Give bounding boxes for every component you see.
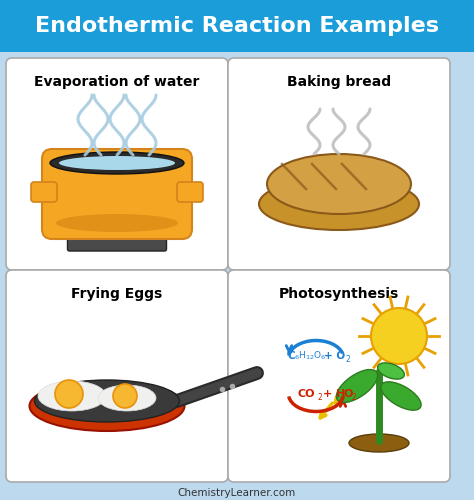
Ellipse shape	[98, 385, 156, 411]
FancyBboxPatch shape	[67, 225, 166, 251]
Ellipse shape	[29, 381, 184, 431]
Text: + H: + H	[323, 389, 346, 399]
Text: O: O	[344, 389, 354, 399]
Ellipse shape	[38, 381, 106, 411]
Text: ChemistryLearner.com: ChemistryLearner.com	[178, 488, 296, 498]
FancyBboxPatch shape	[0, 0, 474, 52]
Ellipse shape	[259, 178, 419, 230]
Ellipse shape	[50, 152, 184, 174]
FancyBboxPatch shape	[6, 270, 228, 482]
FancyBboxPatch shape	[6, 58, 228, 270]
Text: Endothermic Reaction Examples: Endothermic Reaction Examples	[35, 16, 439, 36]
Text: $_6$H$_{12}$O$_6$: $_6$H$_{12}$O$_6$	[294, 350, 327, 362]
Circle shape	[113, 384, 137, 408]
FancyBboxPatch shape	[228, 270, 450, 482]
FancyBboxPatch shape	[177, 182, 203, 202]
Text: 2: 2	[318, 392, 323, 402]
Ellipse shape	[59, 156, 175, 170]
FancyBboxPatch shape	[228, 58, 450, 270]
Text: + O: + O	[324, 351, 345, 361]
FancyBboxPatch shape	[31, 182, 57, 202]
FancyBboxPatch shape	[42, 149, 192, 239]
Text: C: C	[288, 351, 296, 361]
Text: 2: 2	[352, 392, 357, 402]
Ellipse shape	[381, 382, 421, 410]
Circle shape	[371, 308, 427, 364]
Text: Evaporation of water: Evaporation of water	[34, 75, 200, 89]
Circle shape	[55, 380, 83, 408]
Ellipse shape	[349, 434, 409, 452]
Text: Frying Eggs: Frying Eggs	[72, 287, 163, 301]
Ellipse shape	[378, 363, 404, 379]
Ellipse shape	[267, 154, 411, 214]
Text: CO: CO	[298, 389, 316, 399]
Ellipse shape	[56, 214, 178, 232]
Ellipse shape	[337, 370, 378, 402]
Ellipse shape	[35, 380, 180, 422]
Text: Photosynthesis: Photosynthesis	[279, 287, 399, 301]
Text: Baking bread: Baking bread	[287, 75, 391, 89]
Text: 2: 2	[346, 354, 351, 364]
